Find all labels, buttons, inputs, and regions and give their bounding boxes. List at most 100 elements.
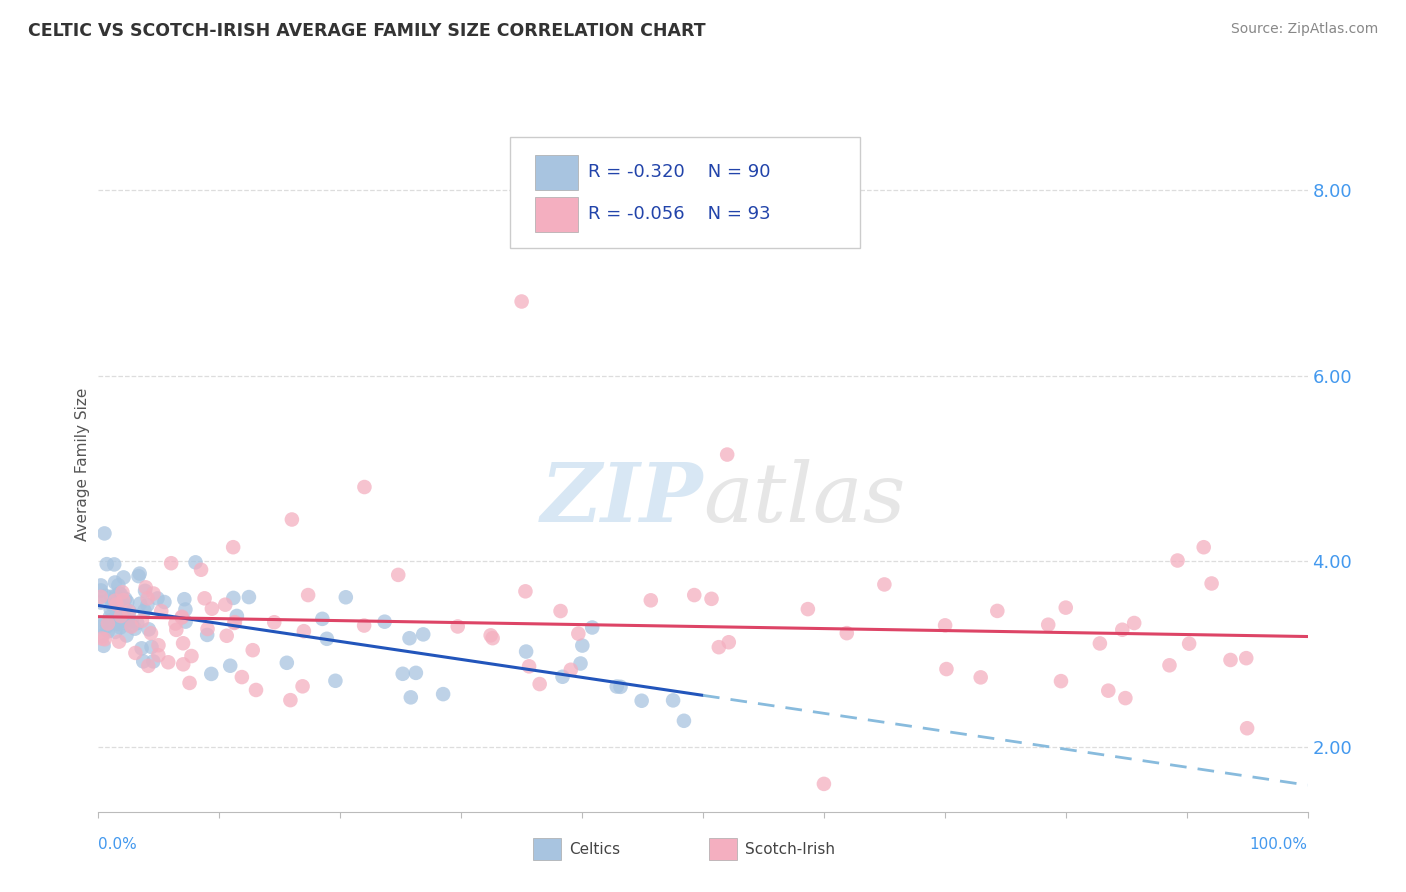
Point — [194, 591, 217, 606]
Point — [1219, 653, 1241, 667]
Point — [1097, 683, 1119, 698]
Point — [128, 566, 150, 581]
Point — [215, 629, 238, 643]
Point — [387, 567, 409, 582]
Point — [662, 693, 685, 707]
Point — [292, 624, 315, 639]
Point — [90, 595, 112, 609]
Point — [146, 591, 169, 606]
Point — [683, 588, 706, 602]
Point — [97, 616, 120, 631]
Point — [142, 654, 165, 668]
Point — [160, 556, 183, 570]
Point — [115, 628, 138, 642]
Point — [1192, 540, 1215, 554]
Point — [150, 604, 173, 618]
Point — [222, 540, 245, 554]
Point — [129, 597, 152, 611]
Point — [672, 714, 695, 728]
Point — [118, 604, 141, 618]
Point — [96, 619, 118, 633]
Point — [138, 623, 160, 637]
Point — [609, 680, 631, 694]
Point — [934, 618, 956, 632]
Point — [172, 657, 194, 672]
Point — [280, 693, 302, 707]
Point — [311, 612, 333, 626]
Point — [96, 557, 118, 571]
Point — [224, 615, 246, 629]
Point — [242, 643, 264, 657]
Point — [200, 667, 222, 681]
Point — [1114, 691, 1136, 706]
Point — [224, 615, 246, 630]
Text: 0.0%: 0.0% — [98, 837, 138, 852]
Point — [1054, 600, 1077, 615]
Point — [481, 631, 503, 645]
Text: atlas: atlas — [703, 458, 905, 539]
Point — [197, 622, 219, 636]
Point — [479, 628, 502, 642]
Point — [90, 629, 112, 643]
Point — [148, 638, 170, 652]
Text: Celtics: Celtics — [569, 842, 620, 856]
Text: 100.0%: 100.0% — [1250, 837, 1308, 852]
Point — [551, 670, 574, 684]
Point — [108, 634, 131, 648]
Point — [405, 665, 427, 680]
Point — [165, 616, 187, 631]
Point — [114, 591, 136, 606]
Point — [432, 687, 454, 701]
Point — [111, 596, 134, 610]
Point — [107, 605, 129, 619]
Point — [111, 585, 134, 599]
Point — [606, 680, 628, 694]
Point — [124, 622, 146, 636]
Point — [134, 583, 156, 598]
Point — [173, 592, 195, 607]
Point — [195, 628, 218, 642]
Point — [94, 589, 117, 603]
Point — [111, 615, 134, 630]
Point — [560, 663, 582, 677]
Point — [157, 655, 180, 669]
Point — [567, 626, 589, 640]
Point — [238, 590, 260, 604]
Point — [90, 590, 112, 604]
Point — [93, 639, 115, 653]
Point — [101, 590, 124, 604]
Point — [112, 593, 135, 607]
Point — [104, 624, 127, 639]
Point — [1234, 651, 1257, 665]
Point — [120, 619, 142, 633]
Point — [170, 610, 193, 624]
Point — [630, 694, 652, 708]
Point — [581, 620, 603, 634]
Point — [128, 569, 150, 583]
Point — [105, 598, 128, 612]
Point — [170, 609, 193, 624]
Text: Scotch-Irish: Scotch-Irish — [745, 842, 835, 856]
Point — [136, 591, 159, 606]
Point — [148, 648, 170, 663]
Point — [569, 657, 592, 671]
Point — [90, 616, 112, 631]
Text: Source: ZipAtlas.com: Source: ZipAtlas.com — [1230, 22, 1378, 37]
Point — [517, 659, 540, 673]
Point — [184, 555, 207, 569]
Point — [101, 598, 124, 612]
Point — [571, 639, 593, 653]
Point — [117, 595, 139, 609]
Point — [118, 604, 141, 618]
Point — [132, 655, 155, 669]
Point — [291, 679, 314, 693]
Point — [93, 632, 115, 647]
Point — [139, 626, 162, 640]
Point — [935, 662, 957, 676]
Point — [1178, 637, 1201, 651]
Point — [315, 632, 337, 646]
Point — [112, 570, 135, 584]
Point — [970, 670, 993, 684]
Point — [91, 632, 114, 646]
Point — [136, 598, 159, 612]
